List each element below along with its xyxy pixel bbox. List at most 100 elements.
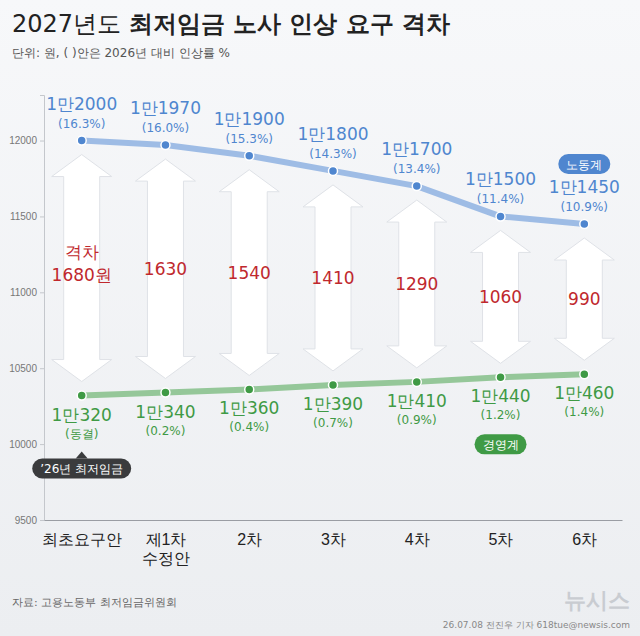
change-label: (10.9%) <box>561 200 608 214</box>
series-point <box>412 377 421 386</box>
y-tick: 10000 <box>9 439 44 450</box>
gap-arrow <box>219 170 279 376</box>
x-tick-label: 4차 <box>405 531 430 548</box>
value-label: 1만460 <box>554 383 614 403</box>
gap-label: 1680원 <box>52 265 112 285</box>
x-tick: 최초요구안 <box>42 520 122 548</box>
x-tick: 6차 <box>572 520 597 548</box>
x-tick-label: 제1차수정안 <box>142 531 190 566</box>
y-tick: 12000 <box>9 135 44 146</box>
value-label: 1만1900 <box>214 109 285 129</box>
value-label: 1만410 <box>387 391 447 411</box>
gap-label: 1290 <box>395 274 438 294</box>
y-tick-mark <box>40 444 44 445</box>
series-point <box>329 380 338 389</box>
change-label: (15.3%) <box>225 132 272 146</box>
series-point <box>329 166 338 175</box>
series-point <box>245 151 254 160</box>
background <box>0 0 640 636</box>
series-point <box>580 370 589 379</box>
series-point <box>161 388 170 397</box>
value-label: 1만1970 <box>130 98 201 118</box>
gap-label: 990 <box>568 289 600 309</box>
value-label: 1만1800 <box>297 124 368 144</box>
y-tick-mark <box>40 520 44 521</box>
series-name-text: 경영계 <box>483 438 519 452</box>
change-label: (0.4%) <box>229 420 269 434</box>
annotation: ’26년 최저임금 <box>32 452 131 479</box>
change-label: (0.7%) <box>313 416 353 430</box>
value-label: 1만340 <box>135 402 195 422</box>
x-tick: 4차 <box>405 520 430 548</box>
y-tick-label: 11500 <box>10 211 38 222</box>
annotation-text: ’26년 최저임금 <box>40 462 123 476</box>
x-axis: 최초요구안 제1차수정안 2차 3차 4차 5차 6차 <box>42 520 622 567</box>
gap-arrow <box>52 155 112 382</box>
x-tick-label: 5차 <box>489 531 514 548</box>
value-label: 1만360 <box>219 398 279 418</box>
y-tick-mark <box>40 141 44 142</box>
change-label: (0.2%) <box>146 424 186 438</box>
series-line <box>82 141 585 224</box>
y-tick-label: 11000 <box>10 287 38 298</box>
series-name-box <box>558 154 610 174</box>
x-tick: 제1차수정안 <box>142 520 190 567</box>
annotation-box <box>32 459 131 479</box>
gap-arrow <box>303 185 363 371</box>
change-label: (1.4%) <box>564 405 604 419</box>
gap-arrow <box>387 200 447 368</box>
gap-arrow <box>135 159 195 378</box>
gap-arrow <box>554 238 614 360</box>
series-name: 경영계 <box>475 434 527 454</box>
gap-label: 1630 <box>144 259 187 279</box>
x-tick: 5차 <box>489 520 514 548</box>
plot-area <box>52 136 615 400</box>
x-tick-label: 2차 <box>237 531 262 548</box>
series-point <box>496 212 505 221</box>
logo: 뉴시스 <box>564 588 630 613</box>
value-label: 1만440 <box>470 386 530 406</box>
value-label: 1만2000 <box>46 94 117 114</box>
x-tick: 3차 <box>321 520 346 548</box>
series-point <box>496 373 505 382</box>
value-label: 1만1700 <box>381 139 452 159</box>
x-tick: 2차 <box>237 520 262 548</box>
y-tick-mark <box>40 368 44 369</box>
source: 자료: 고용노동부 최저임금위원회 <box>12 596 177 609</box>
x-tick-label: 최초요구안 <box>42 531 122 548</box>
change-label: (1.2%) <box>481 408 521 422</box>
series-name: 노동계 <box>558 154 610 174</box>
series-point <box>77 391 86 400</box>
annotation-pointer <box>76 452 88 459</box>
gap-label: 1060 <box>479 287 522 307</box>
y-tick: 9500 <box>15 515 44 526</box>
y-tick: 11500 <box>10 211 44 222</box>
gap-label: 1410 <box>311 268 354 288</box>
x-tick-label: 6차 <box>572 531 597 548</box>
change-label: (16.0%) <box>142 121 189 135</box>
series-point <box>245 385 254 394</box>
y-tick-label: 10500 <box>9 363 37 374</box>
value-label: 1만320 <box>52 405 112 425</box>
change-label: (13.4%) <box>393 162 440 176</box>
y-tick-mark <box>40 216 44 217</box>
y-tick-label: 12000 <box>9 135 37 146</box>
subtitle: 단위: 원, ( )안은 2026년 대비 인상률 % <box>12 46 230 60</box>
gap-arrows <box>52 155 615 382</box>
series-point <box>161 141 170 150</box>
x-tick-label: 3차 <box>321 531 346 548</box>
y-tick: 11000 <box>10 287 44 298</box>
value-label: 1만390 <box>303 394 363 414</box>
y-tick-label: 9500 <box>15 515 38 526</box>
credit: 26.07.08 전진우 기자 618tue@newsis.com <box>443 620 630 630</box>
series-point <box>77 136 86 145</box>
y-axis-line <box>40 96 45 521</box>
series-name-box <box>475 434 527 454</box>
series-name-text: 노동계 <box>566 158 602 172</box>
change-label: (동결) <box>65 427 98 441</box>
labels: 1만2000(16.3%)1만1970(16.0%)1만1900(15.3%)1… <box>32 94 620 479</box>
title: 2027년도 최저임금 노사 인상 요구 격차 <box>12 10 450 38</box>
value-label: 1만1500 <box>465 169 536 189</box>
chart: 2027년도 최저임금 노사 인상 요구 격차단위: 원, ( )안은 2026… <box>0 0 640 636</box>
gap-label: 1540 <box>228 263 271 283</box>
